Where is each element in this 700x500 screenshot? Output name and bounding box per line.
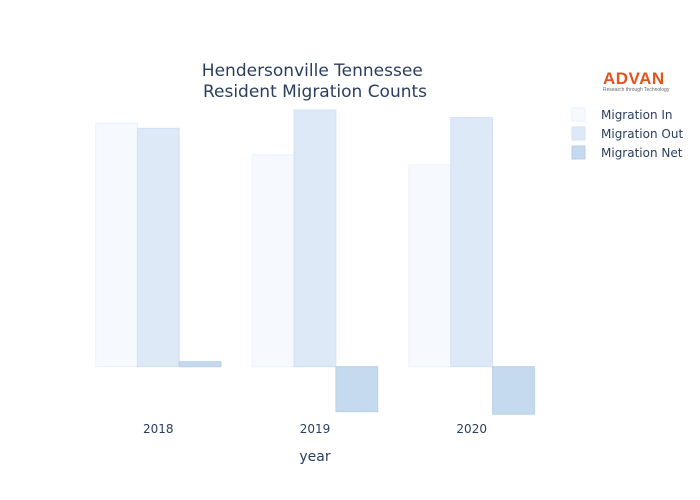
- chart-title-line-1: Hendersonville Tennessee: [202, 61, 423, 81]
- legend-swatch-migration-in[interactable]: [571, 107, 586, 122]
- bar-migration-net-2020: [492, 366, 535, 415]
- legend-swatch-migration-net[interactable]: [571, 145, 586, 160]
- chart-title-line-2: Resident Migration Counts: [203, 82, 427, 102]
- bar-migration-in-2020: [408, 164, 452, 368]
- x-axis-title: year: [299, 449, 330, 465]
- advan-logo: ADVAN Research through Technology: [603, 69, 670, 93]
- legend: Migration In Migration Out Migration Net: [571, 107, 683, 160]
- bar-migration-net-2019: [335, 366, 379, 413]
- bar-migration-in-2019: [251, 154, 295, 368]
- chart-title: Hendersonville Tennessee Resident Migrat…: [202, 61, 428, 102]
- bar-migration-out-2018: [136, 127, 180, 368]
- legend-label-migration-in[interactable]: Migration In: [601, 108, 673, 122]
- bar-migration-out-2020: [450, 117, 494, 368]
- legend-label-migration-out[interactable]: Migration Out: [601, 127, 683, 141]
- x-tick-label-2018: 2018: [143, 422, 174, 436]
- advan-logo-tagline: Research through Technology: [603, 87, 670, 93]
- x-tick-label-2019: 2019: [300, 422, 331, 436]
- x-tick-label-2020: 2020: [456, 422, 487, 436]
- legend-label-migration-net[interactable]: Migration Net: [601, 146, 683, 160]
- bars-layer: [95, 109, 535, 415]
- bar-migration-in-2018: [95, 122, 138, 368]
- legend-swatch-migration-out[interactable]: [571, 126, 586, 141]
- advan-logo-wordmark: ADVAN: [603, 69, 665, 88]
- x-axis-ticks: 2018 2019 2020: [143, 422, 487, 436]
- bar-migration-out-2019: [293, 109, 337, 368]
- bar-migration-net-2018: [178, 361, 222, 368]
